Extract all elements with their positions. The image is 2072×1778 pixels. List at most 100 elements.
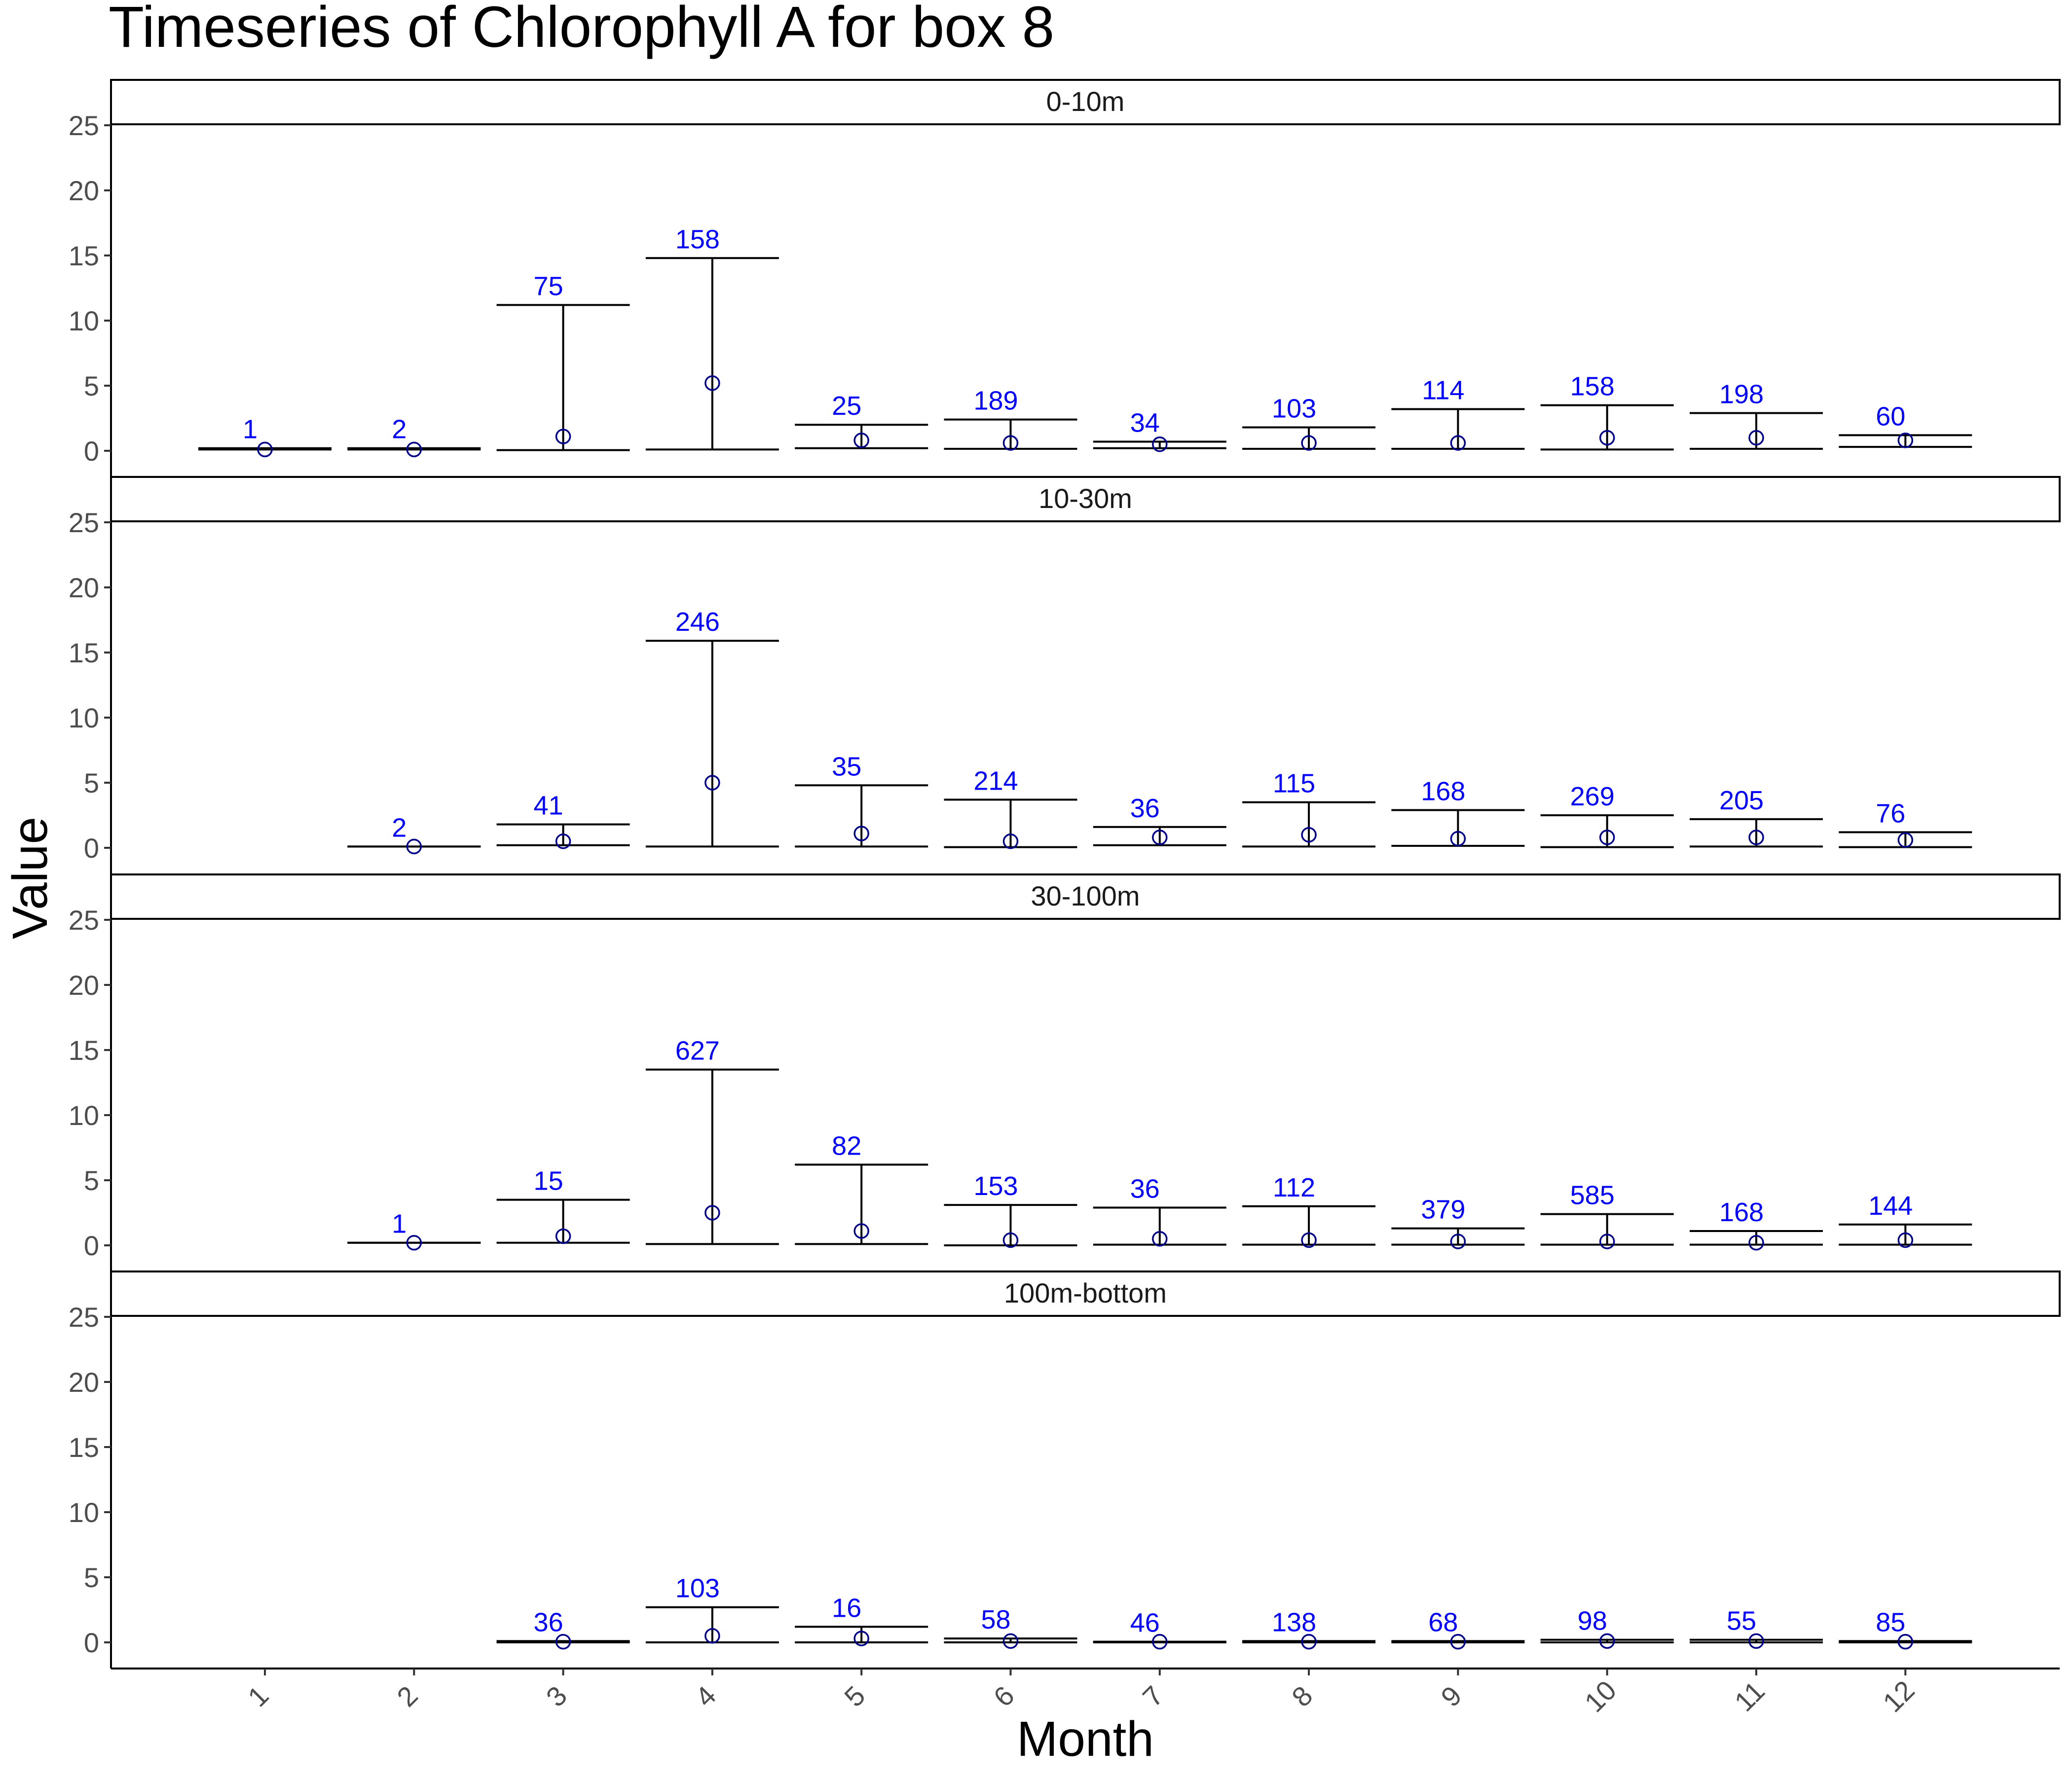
count-label: 168 [1421, 776, 1465, 806]
count-label: 55 [1727, 1606, 1756, 1636]
mean-point [1748, 1633, 1764, 1649]
facet-strip-label: 0-10m [1046, 86, 1125, 117]
mean-point [704, 1628, 720, 1644]
count-label: 153 [973, 1171, 1018, 1201]
mean-point [1152, 830, 1168, 845]
mean-point [1599, 1633, 1615, 1649]
mean-point [853, 1223, 869, 1239]
mean-point [1301, 827, 1317, 843]
y-tick-label: 20 [69, 572, 99, 603]
mean-point [853, 1631, 869, 1646]
y-tick-label: 0 [84, 435, 99, 467]
facet-strip-label: 100m-bottom [1004, 1277, 1167, 1308]
count-label: 76 [1876, 798, 1905, 828]
y-tick-label: 0 [84, 833, 99, 864]
y-tick-label: 10 [69, 702, 99, 733]
facet-strip-label: 30-100m [1031, 880, 1140, 911]
y-tick-label: 0 [84, 1627, 99, 1658]
count-label: 246 [675, 607, 720, 637]
count-label: 158 [675, 224, 720, 254]
y-tick-label: 20 [69, 970, 99, 1001]
chart-title: Timeseries of Chlorophyll A for box 8 [109, 0, 1054, 60]
mean-point [1002, 834, 1019, 849]
count-label: 60 [1876, 401, 1905, 431]
count-label: 35 [832, 752, 861, 781]
y-tick-label: 10 [69, 305, 99, 336]
y-tick-label: 15 [69, 1432, 99, 1463]
count-label: 189 [973, 386, 1018, 416]
mean-point [853, 433, 869, 448]
mean-point [704, 1205, 720, 1221]
count-label: 36 [1130, 794, 1160, 823]
mean-point [1599, 430, 1615, 446]
mean-point [1748, 430, 1764, 446]
count-label: 103 [675, 1574, 720, 1603]
y-tick-label: 25 [69, 1302, 99, 1333]
count-label: 16 [832, 1593, 861, 1623]
y-tick-label: 15 [69, 637, 99, 668]
count-label: 1 [392, 1209, 407, 1239]
mean-point [1152, 436, 1168, 452]
count-label: 2 [392, 415, 407, 444]
count-label: 2 [392, 813, 407, 842]
mean-point [1748, 830, 1764, 845]
mean-point [406, 838, 422, 855]
facet-strip [110, 79, 2061, 125]
facet-strip [110, 476, 2061, 522]
panel-0-10m: 0-10m 0 5 10 15 20 25 1 2 75 158 25 189 34 103 114 158 19… [69, 79, 2061, 477]
count-label: 138 [1272, 1607, 1316, 1637]
mean-point [1897, 832, 1914, 848]
count-label: 85 [1876, 1607, 1905, 1637]
mean-point [1152, 1231, 1168, 1247]
count-label: 158 [1570, 372, 1615, 401]
y-tick-label: 5 [84, 370, 99, 401]
count-label: 379 [1421, 1195, 1465, 1225]
count-label: 198 [1719, 379, 1764, 409]
count-label: 58 [981, 1605, 1010, 1634]
mean-point [1002, 1232, 1019, 1248]
count-label: 82 [832, 1131, 861, 1161]
count-label: 34 [1130, 408, 1160, 438]
count-label: 214 [973, 766, 1018, 796]
count-label: 15 [534, 1166, 563, 1196]
count-label: 269 [1570, 782, 1615, 811]
y-tick-label: 20 [69, 1367, 99, 1398]
mean-point [704, 775, 720, 791]
count-label: 68 [1428, 1607, 1458, 1637]
count-label: 36 [534, 1607, 563, 1637]
count-label: 41 [534, 791, 563, 820]
mean-point [1748, 1234, 1764, 1251]
y-tick-label: 25 [69, 905, 99, 936]
mean-point [1002, 435, 1019, 451]
mean-point [853, 826, 869, 841]
count-label: 205 [1719, 786, 1764, 815]
mean-point [406, 441, 422, 458]
mean-point [1599, 830, 1615, 845]
mean-point [1301, 435, 1317, 451]
facet-strip [110, 1270, 2061, 1317]
y-tick-label: 0 [84, 1230, 99, 1261]
count-label: 25 [832, 391, 861, 421]
count-label: 112 [1273, 1173, 1315, 1202]
mean-point [1002, 1633, 1019, 1649]
mean-point [1897, 1232, 1914, 1248]
panel-10-30m: 10-30m 0 5 10 15 20 25 2 41 246 35 214 36 115 168 269 20… [69, 476, 2061, 874]
mean-point [1897, 1633, 1914, 1650]
mean-point [555, 1228, 571, 1244]
y-tick-label: 15 [69, 240, 99, 271]
count-label: 144 [1868, 1191, 1913, 1221]
mean-point [406, 1234, 422, 1251]
x-axis-title: Month [1017, 1711, 1154, 1767]
y-tick-label: 20 [69, 175, 99, 206]
mean-point [257, 441, 273, 458]
y-tick-label: 5 [84, 767, 99, 798]
count-label: 114 [1422, 376, 1464, 405]
y-tick-label: 10 [69, 1497, 99, 1528]
mean-point [555, 834, 571, 849]
y-tick-label: 15 [69, 1035, 99, 1066]
mean-point [1450, 1633, 1466, 1650]
count-label: 103 [1272, 394, 1316, 423]
mean-point [1450, 435, 1466, 451]
